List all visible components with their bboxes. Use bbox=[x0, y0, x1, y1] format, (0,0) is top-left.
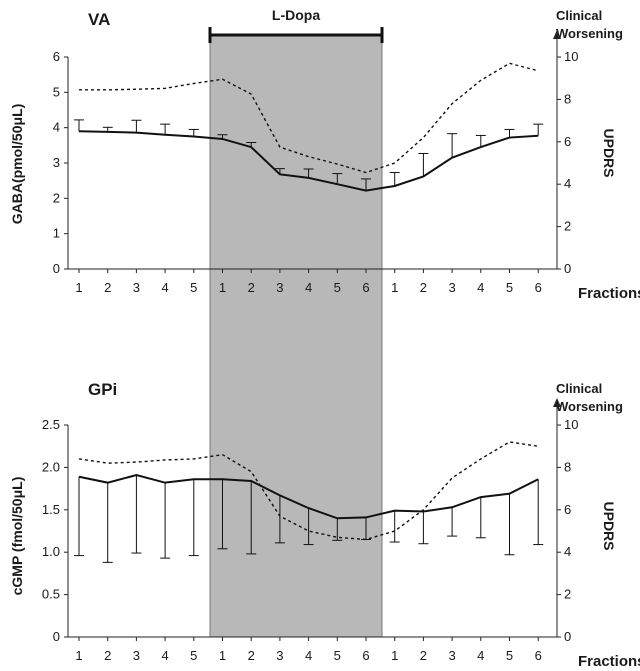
right-axis-title: UPDRS bbox=[601, 128, 617, 177]
x-tick-label: 4 bbox=[477, 280, 484, 295]
right-y-tick-label: 2 bbox=[564, 587, 571, 602]
x-tick-label: 6 bbox=[362, 648, 369, 663]
left-y-tick-label: 0 bbox=[53, 629, 60, 644]
x-tick-label: 4 bbox=[161, 648, 168, 663]
x-tick-label: 3 bbox=[276, 280, 283, 295]
right-y-tick-label: 10 bbox=[564, 49, 578, 64]
left-y-tick-label: 1.5 bbox=[42, 502, 60, 517]
x-tick-label: 1 bbox=[75, 280, 82, 295]
panel-title: GPi bbox=[88, 380, 117, 399]
l-dopa-marker: L-Dopa bbox=[208, 7, 384, 43]
left-y-tick-label: 5 bbox=[53, 84, 60, 99]
x-tick-label: 3 bbox=[276, 648, 283, 663]
left-y-tick-label: 0.5 bbox=[42, 587, 60, 602]
shaded-region-rect bbox=[209, 34, 383, 638]
right-y-tick-label: 0 bbox=[564, 261, 571, 276]
x-tick-label: 3 bbox=[133, 648, 140, 663]
x-axis-title: Fractions bbox=[578, 653, 640, 670]
right-axis-title: UPDRS bbox=[601, 501, 617, 550]
neurotransmitter-solid-line bbox=[78, 473, 539, 520]
left-y-tick-label: 4 bbox=[53, 120, 60, 135]
right-y-tick-label: 4 bbox=[564, 176, 571, 191]
x-tick-label: 6 bbox=[362, 280, 369, 295]
left-y-tick-label: 2.0 bbox=[42, 459, 60, 474]
clinical-label-line-1: Clinical bbox=[556, 381, 602, 396]
right-y-tick-label: 4 bbox=[564, 544, 571, 559]
x-tick-label: 2 bbox=[420, 280, 427, 295]
x-tick-label: 5 bbox=[506, 280, 513, 295]
x-tick-label: 1 bbox=[219, 648, 226, 663]
left-y-tick-label: 2.5 bbox=[42, 417, 60, 432]
va-panel: VA GABA(pmol/50μL) UPDRS Clinical Worsen… bbox=[9, 8, 640, 302]
x-tick-label: 3 bbox=[448, 648, 455, 663]
updrs-dotted-line bbox=[78, 441, 539, 541]
x-tick-label: 1 bbox=[75, 648, 82, 663]
x-tick-label: 2 bbox=[248, 648, 255, 663]
x-tick-label: 5 bbox=[190, 648, 197, 663]
left-y-tick-label: 1 bbox=[53, 226, 60, 241]
x-tick-label: 6 bbox=[535, 648, 542, 663]
x-tick-label: 4 bbox=[305, 648, 312, 663]
x-tick-label: 5 bbox=[506, 648, 513, 663]
clinical-label-line-2: Worsening bbox=[556, 399, 623, 414]
panel-title: VA bbox=[88, 10, 110, 29]
right-y-tick-label: 2 bbox=[564, 219, 571, 234]
right-y-tick-label: 6 bbox=[564, 502, 571, 517]
gpi-panel: GPi cGMP (fmol/50μL) UPDRS Clinical Wors… bbox=[9, 380, 640, 670]
right-y-tick-label: 6 bbox=[564, 134, 571, 149]
x-tick-label: 2 bbox=[104, 648, 111, 663]
right-y-tick-label: 8 bbox=[564, 459, 571, 474]
clinical-label-line-1: Clinical bbox=[556, 8, 602, 23]
x-tick-label: 4 bbox=[477, 648, 484, 663]
x-tick-label: 1 bbox=[391, 648, 398, 663]
clinical-worsening-label: Clinical Worsening bbox=[556, 381, 623, 414]
right-y-tick-label: 8 bbox=[564, 91, 571, 106]
left-y-tick-label: 1.0 bbox=[42, 544, 60, 559]
updrs-dotted-line bbox=[79, 62, 539, 174]
x-tick-label: 1 bbox=[219, 280, 226, 295]
x-tick-label: 5 bbox=[334, 648, 341, 663]
right-y-tick-label: 0 bbox=[564, 629, 571, 644]
x-tick-label: 1 bbox=[391, 280, 398, 295]
x-tick-label: 6 bbox=[535, 280, 542, 295]
clinical-worsening-label: Clinical Worsening bbox=[556, 8, 623, 41]
x-tick-label: 3 bbox=[448, 280, 455, 295]
clinical-label-line-2: Worsening bbox=[556, 26, 623, 41]
l-dopa-label: L-Dopa bbox=[272, 7, 320, 23]
right-y-tick-label: 10 bbox=[564, 417, 578, 432]
left-axis-title: cGMP (fmol/50μL) bbox=[9, 477, 25, 596]
x-tick-label: 2 bbox=[104, 280, 111, 295]
left-y-tick-label: 3 bbox=[53, 155, 60, 170]
l-dopa-shaded-region bbox=[209, 34, 383, 638]
left-y-tick-label: 0 bbox=[53, 261, 60, 276]
x-tick-label: 4 bbox=[161, 280, 168, 295]
right-y-axis-arrow bbox=[553, 30, 561, 39]
x-tick-label: 2 bbox=[420, 648, 427, 663]
x-tick-label: 5 bbox=[334, 280, 341, 295]
left-y-tick-label: 2 bbox=[53, 190, 60, 205]
neurotransmitter-solid-line bbox=[78, 130, 539, 192]
right-y-axis-arrow bbox=[553, 398, 561, 407]
x-tick-label: 2 bbox=[248, 280, 255, 295]
x-tick-label: 5 bbox=[190, 280, 197, 295]
left-axis-title: GABA(pmol/50μL) bbox=[9, 104, 25, 225]
left-y-tick-label: 6 bbox=[53, 49, 60, 64]
x-tick-label: 3 bbox=[133, 280, 140, 295]
x-tick-label: 4 bbox=[305, 280, 312, 295]
x-axis-title: Fractions bbox=[578, 285, 640, 302]
